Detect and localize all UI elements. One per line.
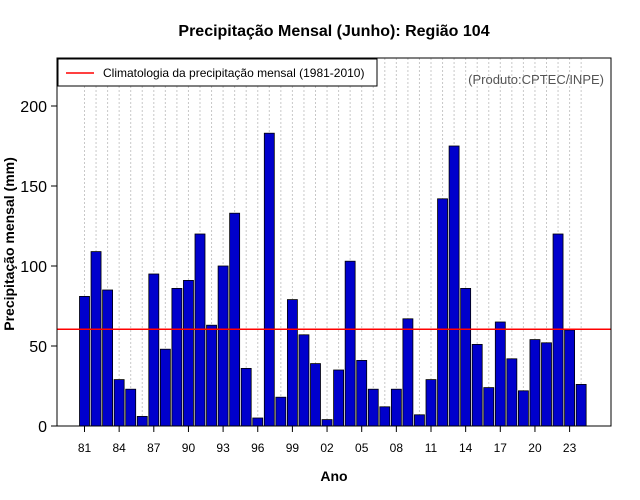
bar-2005 xyxy=(356,359,368,427)
x-tick-label: 23 xyxy=(563,441,577,455)
bar-2007 xyxy=(379,406,391,427)
bar-1982 xyxy=(90,251,102,427)
x-axis: 81 84 87 90 93 96 99 02 05 08 11 14 17 20 23 xyxy=(78,426,577,455)
x-tick-label: 08 xyxy=(390,441,404,455)
bar-2004 xyxy=(344,260,356,427)
x-tick-label: 90 xyxy=(182,441,196,455)
bar-1995 xyxy=(240,367,252,427)
x-tick-label: 93 xyxy=(216,441,230,455)
x-tick-label: 14 xyxy=(459,441,473,455)
x-tick-label: 84 xyxy=(112,441,126,455)
bar-2022 xyxy=(552,233,564,427)
y-tick-label: 50 xyxy=(29,339,47,356)
bar-2013 xyxy=(448,145,460,427)
credit-text: (Produto:CPTEC/INPE) xyxy=(468,72,604,87)
bar-2016 xyxy=(483,387,495,427)
x-tick-label: 96 xyxy=(251,441,265,455)
bars xyxy=(79,132,587,427)
bar-2008 xyxy=(390,388,402,427)
bar-2001 xyxy=(310,363,321,427)
legend-box xyxy=(57,58,378,87)
bar-2011 xyxy=(425,379,437,427)
x-tick-label: 02 xyxy=(320,441,334,455)
bar-2023 xyxy=(564,329,575,427)
x-tick-label: 20 xyxy=(528,441,542,455)
bar-2019 xyxy=(518,390,529,427)
bar-2024 xyxy=(575,383,587,427)
x-tick-label: 87 xyxy=(147,441,161,455)
bar-2009 xyxy=(402,318,414,427)
bar-1993 xyxy=(217,265,229,427)
plot-frame xyxy=(56,57,612,427)
bar-2014 xyxy=(460,287,472,427)
x-axis-label: Ano xyxy=(320,468,347,484)
y-axis: 0 50 100 150 200 xyxy=(20,99,57,436)
bar-1984 xyxy=(113,379,125,427)
bar-2006 xyxy=(367,388,379,427)
bar-1992 xyxy=(206,324,217,427)
bar-2017 xyxy=(494,321,506,427)
legend-entry-climatology: Climatologia da precipitação mensal (198… xyxy=(103,66,364,80)
bar-1988 xyxy=(159,348,171,427)
bar-1989 xyxy=(171,287,183,427)
y-axis-label: Precipitação mensal (mm) xyxy=(1,157,17,331)
y-tick-label: 100 xyxy=(20,259,47,276)
x-tick-label: 17 xyxy=(494,441,508,455)
bar-2000 xyxy=(298,334,310,427)
bar-1990 xyxy=(183,279,194,427)
y-tick-label: 200 xyxy=(20,99,47,116)
y-tick-label: 150 xyxy=(20,179,47,196)
bar-1997 xyxy=(263,132,275,427)
y-tick-label: 0 xyxy=(38,419,47,436)
bar-1994 xyxy=(229,212,241,427)
chart-title: Precipitação Mensal (Junho): Região 104 xyxy=(178,23,489,40)
bar-2021 xyxy=(541,342,552,427)
bar-2018 xyxy=(506,358,518,427)
bar-2002 xyxy=(321,419,333,427)
bar-2010 xyxy=(414,414,425,427)
x-tick-label: 81 xyxy=(78,441,92,455)
bar-1986 xyxy=(136,415,148,427)
bar-2012 xyxy=(437,198,448,427)
bar-1999 xyxy=(286,299,298,427)
bar-1981 xyxy=(79,295,90,427)
bar-1998 xyxy=(275,396,287,427)
bar-1991 xyxy=(194,233,206,427)
legend: Climatologia da precipitação mensal (198… xyxy=(57,58,378,87)
x-tick-label: 99 xyxy=(286,441,300,455)
bar-1983 xyxy=(102,289,113,427)
x-tick-label: 11 xyxy=(425,441,438,455)
bar-1987 xyxy=(148,273,160,427)
bar-2003 xyxy=(333,369,345,427)
bar-2020 xyxy=(529,339,541,427)
x-tick-label: 05 xyxy=(355,441,369,455)
bar-1985 xyxy=(125,388,137,427)
bar-1996 xyxy=(252,417,264,427)
bar-2015 xyxy=(471,343,483,427)
